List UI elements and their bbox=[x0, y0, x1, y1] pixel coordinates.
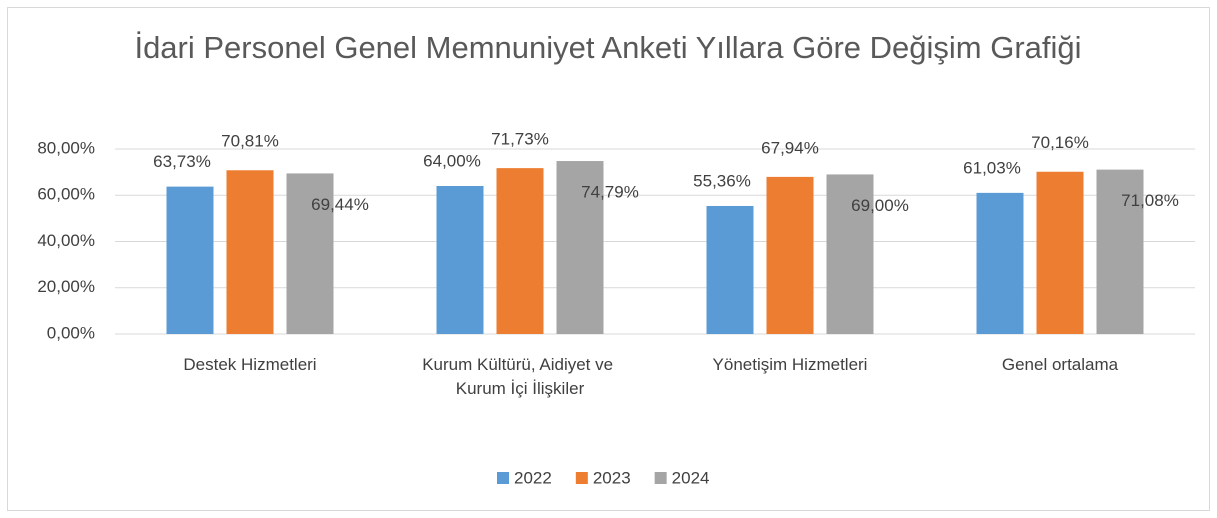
data-label: 67,94% bbox=[761, 138, 819, 157]
legend-swatch bbox=[497, 472, 509, 484]
bar bbox=[286, 173, 334, 334]
bar bbox=[436, 186, 484, 334]
y-tick-label: 0,00% bbox=[47, 323, 95, 342]
bar bbox=[496, 168, 544, 334]
data-label: 64,00% bbox=[423, 151, 481, 170]
legend-label: 2023 bbox=[593, 468, 631, 487]
bar bbox=[226, 170, 274, 334]
bar bbox=[556, 161, 604, 334]
data-label: 61,03% bbox=[963, 158, 1021, 177]
bar bbox=[166, 186, 214, 334]
bar bbox=[706, 205, 754, 334]
x-tick-label: Kurum Kültürü, Aidiyet ve Kurum İçi İliş… bbox=[422, 355, 618, 398]
legend-label: 2024 bbox=[672, 468, 710, 487]
y-tick-label: 40,00% bbox=[37, 231, 95, 250]
legend-label: 2022 bbox=[514, 468, 552, 487]
data-label: 63,73% bbox=[153, 152, 211, 171]
chart-title: İdari Personel Genel Memnuniyet Anketi Y… bbox=[134, 30, 1081, 65]
data-label: 71,08% bbox=[1121, 191, 1179, 210]
bar bbox=[766, 176, 814, 334]
bar bbox=[1096, 169, 1144, 334]
bar bbox=[1036, 171, 1084, 334]
data-label: 70,81% bbox=[221, 132, 279, 151]
data-label: 71,73% bbox=[491, 130, 549, 149]
data-label: 69,44% bbox=[311, 195, 369, 214]
x-tick-label: Yönetişim Hizmetleri bbox=[713, 355, 868, 374]
bar bbox=[976, 192, 1024, 334]
data-label: 55,36% bbox=[693, 171, 751, 190]
y-tick-label: 20,00% bbox=[37, 277, 95, 296]
legend-swatch bbox=[575, 472, 588, 484]
x-tick-label: Genel ortalama bbox=[1002, 355, 1119, 374]
x-tick-label: Destek Hizmetleri bbox=[183, 355, 316, 374]
data-label: 69,00% bbox=[851, 196, 909, 215]
data-label: 70,16% bbox=[1031, 133, 1089, 152]
y-tick-label: 80,00% bbox=[37, 138, 95, 157]
data-label: 74,79% bbox=[581, 183, 639, 202]
y-tick-label: 60,00% bbox=[37, 185, 95, 204]
bar bbox=[826, 174, 874, 334]
legend-swatch bbox=[654, 472, 667, 484]
